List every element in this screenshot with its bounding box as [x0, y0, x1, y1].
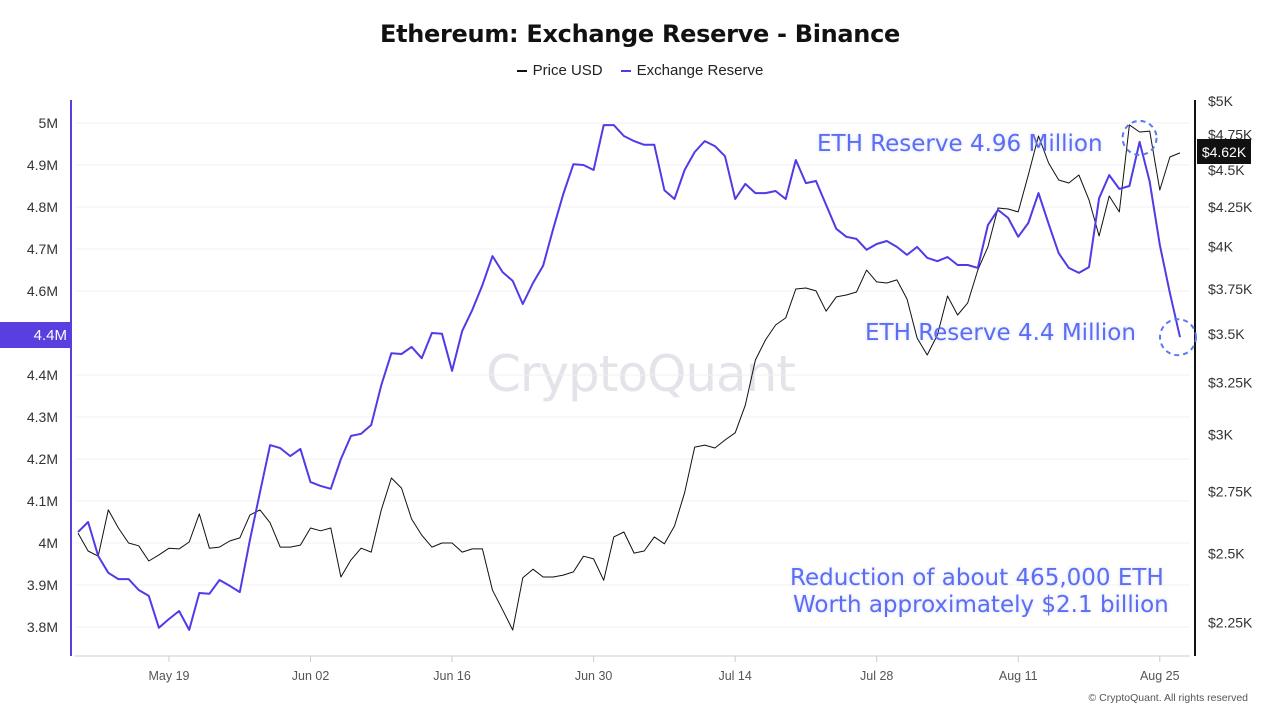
right-tick-label: $4K	[1208, 239, 1234, 255]
left-tick-label: 4.1M	[27, 493, 58, 509]
left-tick-label: 5M	[39, 115, 58, 131]
right-tick-label: $5K	[1208, 93, 1234, 109]
legend-swatch-price	[516, 69, 527, 72]
x-tick-label: Aug 25	[1140, 669, 1180, 683]
copyright-footer: © CryptoQuant. All rights reserved	[1088, 692, 1248, 704]
annotation-summary-line2: Worth approximately $2.1 billion	[793, 592, 1169, 618]
x-tick-label: May 19	[148, 669, 189, 683]
peak-highlight-circle	[1121, 119, 1158, 156]
annotation-latest: ETH Reserve 4.4 Million	[865, 320, 1136, 346]
left-tick-label: 4.7M	[27, 241, 58, 257]
x-tick-label: Jun 16	[433, 669, 471, 683]
legend-label-reserve: Exchange Reserve	[636, 62, 764, 79]
left-tick-label: 4.8M	[27, 199, 58, 215]
latest-highlight-circle	[1159, 318, 1197, 357]
legend: Price USD Exchange Reserve	[0, 62, 1280, 79]
right-tick-label: $2.75K	[1208, 483, 1253, 499]
left-tick-label: 3.8M	[27, 619, 58, 635]
right-tick-label: $4.75K	[1208, 126, 1253, 142]
reserve-line	[77, 124, 1181, 631]
right-tick-label: $4.5K	[1208, 162, 1245, 178]
legend-swatch-reserve	[620, 69, 631, 72]
x-tick-label: Jul 28	[860, 669, 893, 683]
legend-item-reserve[interactable]: Exchange Reserve	[620, 62, 764, 79]
right-tick-label: $3.25K	[1208, 374, 1253, 390]
annotation-peak: ETH Reserve 4.96 Million	[817, 131, 1103, 157]
left-tick-label: 4.3M	[27, 409, 58, 425]
annotation-summary-line1: Reduction of about 465,000 ETH	[790, 565, 1164, 591]
current-price-label: $4.62K	[1197, 139, 1251, 164]
left-tick-label: 4.9M	[27, 157, 58, 173]
left-tick-label: 4.2M	[27, 451, 58, 467]
right-tick-label: $2.5K	[1208, 546, 1245, 562]
price-line	[77, 124, 1181, 631]
chart-title: Ethereum: Exchange Reserve - Binance	[379, 20, 900, 48]
left-tick-label: 4M	[39, 535, 58, 551]
x-tick-label: Jun 30	[575, 669, 613, 683]
current-reserve-label: 4.4M	[0, 322, 70, 348]
legend-item-price[interactable]: Price USD	[516, 62, 603, 79]
x-tick-label: Jul 14	[718, 669, 751, 683]
right-tick-label: $2.25K	[1208, 614, 1253, 630]
legend-label-price: Price USD	[532, 62, 603, 79]
x-tick-label: Jun 02	[292, 669, 330, 683]
watermark-logo: CryptoQuant	[486, 345, 796, 403]
left-tick-label: 4.4M	[27, 367, 58, 383]
right-tick-label: $3.75K	[1208, 281, 1253, 297]
x-tick-label: Aug 11	[999, 669, 1038, 683]
right-tick-label: $3K	[1208, 427, 1234, 443]
right-tick-label: $3.5K	[1208, 326, 1245, 342]
left-tick-label: 3.9M	[27, 577, 58, 593]
right-tick-label: $4.25K	[1208, 199, 1253, 215]
left-tick-label: 4.6M	[27, 283, 58, 299]
